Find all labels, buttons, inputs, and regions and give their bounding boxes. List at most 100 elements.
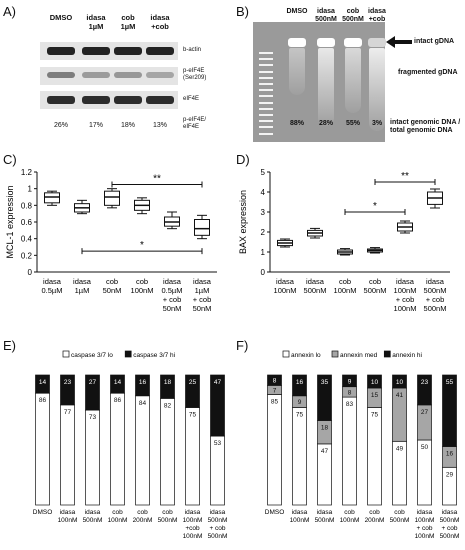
data-label: 18: [321, 425, 329, 432]
bar-segment: [417, 374, 432, 406]
blot-band: [114, 72, 142, 78]
x-tick-label: 100nM: [340, 517, 360, 524]
x-tick-label: cob: [394, 509, 405, 516]
legend-label: annexin hi: [392, 352, 422, 359]
data-label: 86: [114, 397, 122, 404]
data-label: 83: [346, 401, 354, 408]
data-label: 35: [321, 379, 329, 386]
x-tick-label: idasa: [43, 277, 62, 286]
blot-lane-label: idasa +cob: [150, 13, 170, 31]
data-label: 75: [371, 412, 379, 419]
gel-lane-label: idasa 500nM: [315, 8, 337, 23]
bar-segment: [60, 374, 75, 406]
x-tick-label: idasa: [317, 509, 333, 516]
x-tick-label: + cob: [209, 525, 225, 532]
y-tick-label: 4: [261, 188, 266, 197]
blot-ratio: 17%: [88, 122, 103, 129]
data-label: 49: [396, 445, 404, 452]
bar-segment: [85, 409, 100, 506]
x-tick-label: 100nM: [183, 533, 203, 540]
bar-segment: [160, 398, 175, 506]
x-tick-label: idasa: [442, 509, 458, 516]
ratio-label: intact genomic DNA / total genomic DNA: [390, 119, 461, 134]
legend-swatch: [331, 350, 339, 358]
y-tick-label: 0: [28, 268, 33, 277]
x-tick-label: idasa: [292, 509, 308, 516]
x-tick-label: + cob: [426, 295, 445, 304]
legend-swatch: [383, 350, 391, 358]
x-tick-label: + cob: [193, 295, 212, 304]
bar-segment: [85, 374, 100, 411]
x-tick-label: idasa: [60, 509, 76, 516]
blot-band: [146, 96, 174, 104]
y-tick-label: 0.4: [21, 235, 33, 244]
x-tick-label: 500nM: [208, 517, 228, 524]
bar-segment: [267, 374, 282, 386]
data-label: 55: [446, 379, 454, 386]
ladder-band: [259, 126, 273, 129]
x-tick-label: idasa: [85, 509, 101, 516]
y-tick-label: 1.2: [21, 168, 33, 177]
gel-lane-label: idasa +cob: [368, 8, 386, 23]
blot-band: [146, 72, 174, 78]
x-tick-label: cob: [162, 509, 173, 516]
data-label: 18: [164, 379, 172, 386]
bar-segment: [135, 374, 150, 397]
x-tick-label: 50nM: [193, 304, 212, 313]
bar-segment: [292, 407, 307, 506]
data-label: 16: [446, 451, 454, 458]
y-tick-label: 0: [261, 268, 266, 277]
data-label: 10: [371, 379, 379, 386]
significance-label: *: [140, 240, 144, 251]
ladder-band: [259, 58, 273, 61]
x-tick-label: cob: [369, 277, 381, 286]
bar-segment: [185, 374, 200, 408]
x-tick-label: 100nM: [183, 517, 203, 524]
x-tick-label: 500nM: [315, 517, 335, 524]
blot-ratio: 13%: [152, 122, 167, 129]
ladder-band: [259, 83, 273, 85]
panel-label-e: E): [3, 338, 16, 353]
gel-intact-band: [317, 38, 335, 47]
x-tick-label: idasa: [306, 277, 325, 286]
x-tick-label: cob: [344, 509, 355, 516]
bar-segment: [160, 374, 175, 399]
x-tick-label: + cob: [441, 525, 457, 532]
blot-band: [146, 47, 174, 55]
gel-ratio: 88%: [289, 120, 304, 127]
x-tick-label: idasa: [163, 277, 182, 286]
data-label: 82: [164, 402, 172, 409]
data-label: 50: [421, 444, 429, 451]
significance-label: **: [153, 174, 161, 185]
data-label: 23: [421, 379, 429, 386]
data-label: 47: [321, 448, 329, 455]
ladder-band: [259, 70, 273, 73]
panel-label-b: B): [236, 4, 249, 19]
y-tick-label: 5: [261, 168, 266, 177]
x-tick-label: 100nM: [274, 286, 297, 295]
box: [104, 190, 120, 206]
data-label: 27: [89, 379, 97, 386]
x-tick-label: idasa: [426, 277, 445, 286]
bar-segment: [110, 392, 125, 506]
data-label: 23: [64, 379, 72, 386]
panel-label-a: A): [3, 4, 16, 19]
data-label: 15: [371, 392, 379, 399]
data-label: 77: [64, 409, 72, 416]
data-label: 8: [273, 378, 277, 385]
gel-smear: [369, 48, 385, 131]
x-tick-label: cob: [106, 277, 118, 286]
x-tick-label: 1µM: [75, 286, 90, 295]
panel-label-f: F): [236, 338, 249, 353]
x-tick-label: cob: [136, 277, 148, 286]
gel-intact-band: [344, 38, 362, 47]
data-label: 8: [348, 389, 352, 396]
gel-ratio: 3%: [371, 120, 383, 127]
x-tick-label: idasa: [210, 509, 226, 516]
box: [44, 192, 60, 204]
data-label: 9: [298, 399, 302, 406]
x-tick-label: 500nM: [424, 286, 447, 295]
